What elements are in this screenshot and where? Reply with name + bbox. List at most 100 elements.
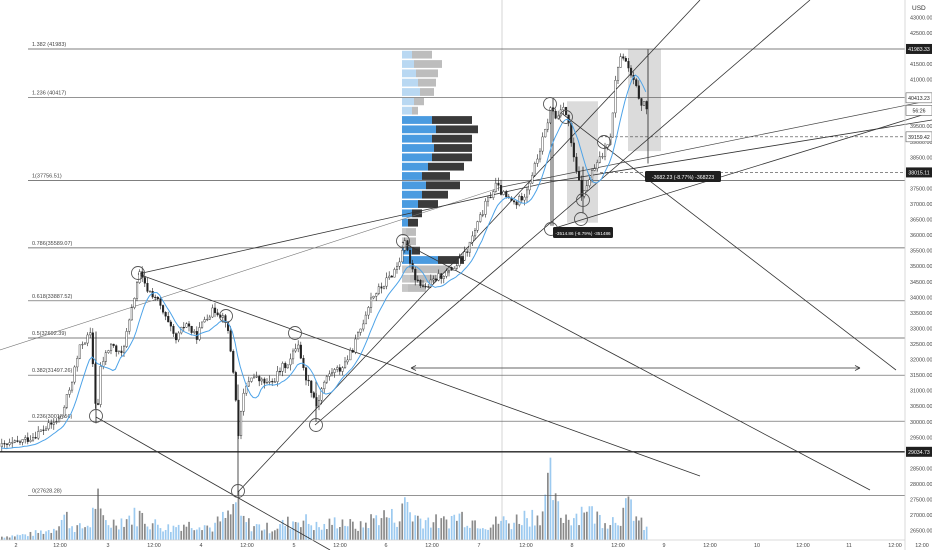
- candle-body: [120, 350, 123, 353]
- trend-line[interactable]: [599, 439, 701, 477]
- price-axis-tick-label: 34000.00: [910, 295, 932, 301]
- measure-box: [628, 48, 661, 152]
- price-axis-tick-label: 37500.00: [910, 186, 932, 192]
- candle-body: [479, 214, 482, 222]
- candle-body: [91, 332, 94, 365]
- trend-line[interactable]: [501, 99, 932, 188]
- candle-body: [21, 439, 24, 443]
- volume-bar: [601, 528, 604, 540]
- volume-bar: [255, 524, 258, 540]
- volume-bar: [107, 525, 110, 540]
- candle-body: [143, 277, 146, 284]
- time-axis-tick-label: 12:00: [425, 543, 439, 549]
- volume-bar: [84, 527, 86, 540]
- volume-bar: [388, 517, 391, 540]
- volume-profile-down-bar: [412, 246, 420, 255]
- volume-bar: [385, 517, 388, 540]
- time-axis-tick-label: 5: [293, 543, 296, 549]
- volume-bar: [118, 529, 120, 540]
- candle-body: [627, 61, 630, 69]
- candle-body: [161, 305, 165, 313]
- candle-body: [476, 221, 479, 231]
- volume-bar: [404, 497, 406, 540]
- volume-bar: [253, 526, 255, 540]
- candle-body: [232, 351, 235, 373]
- candles-layer: [0, 53, 648, 496]
- volume-bar: [138, 510, 141, 540]
- volume-bar: [68, 528, 71, 540]
- volume-bar: [437, 527, 440, 540]
- candle-body: [206, 318, 209, 321]
- trend-line[interactable]: [549, 119, 932, 183]
- volume-bar: [16, 534, 19, 540]
- candle-body: [601, 156, 604, 158]
- candle-body: [401, 250, 404, 263]
- candle-body: [73, 366, 76, 383]
- volume-bar: [391, 508, 393, 540]
- price-tag-box: [905, 131, 932, 143]
- volume-bar: [71, 526, 73, 540]
- volume-bar: [261, 530, 263, 540]
- volume-bar: [349, 519, 352, 540]
- candle-body: [349, 350, 352, 361]
- candle-body: [47, 422, 50, 430]
- trend-line[interactable]: [137, 273, 601, 441]
- candle-body: [96, 403, 100, 405]
- trend-line[interactable]: [554, 111, 932, 229]
- candle-body: [286, 364, 289, 369]
- volume-bar: [331, 524, 333, 540]
- candle-body: [494, 182, 497, 192]
- candle-body: [471, 235, 474, 243]
- volume-bar: [526, 518, 528, 540]
- volume-bar: [544, 494, 547, 540]
- volume-profile-down-bar: [432, 116, 472, 124]
- volume-bar: [448, 528, 450, 540]
- trend-line[interactable]: [559, 111, 897, 371]
- candle-body: [390, 275, 393, 278]
- volume-bar: [206, 525, 209, 540]
- volume-profile-up-bar: [402, 125, 436, 134]
- volume-bar: [614, 522, 617, 540]
- candle-body: [26, 437, 29, 442]
- candle-body: [24, 437, 27, 440]
- volume-bar: [305, 514, 307, 540]
- volume-bar: [625, 498, 627, 540]
- trend-line[interactable]: [314, 0, 811, 426]
- trend-line[interactable]: [0, 186, 503, 351]
- candle-body: [377, 286, 380, 294]
- trend-line[interactable]: [137, 181, 551, 275]
- volume-bar: [294, 522, 297, 540]
- volume-bar: [560, 517, 562, 540]
- volume-bar: [21, 534, 24, 540]
- volume-profile-up-bar: [402, 190, 422, 199]
- volume-profile-down-bar: [416, 69, 438, 78]
- volume-bar: [640, 517, 643, 540]
- trend-line[interactable]: [95, 416, 331, 551]
- volume-bar: [339, 527, 341, 540]
- time-axis-tick-label: 12:00: [703, 543, 717, 549]
- volume-bar: [445, 519, 448, 540]
- time-axis-tick-label: 7: [478, 543, 481, 549]
- candle-body: [453, 268, 456, 271]
- candle-body: [86, 334, 89, 344]
- volume-bar: [492, 524, 495, 540]
- candle-body: [318, 400, 321, 407]
- candle-body: [635, 79, 638, 86]
- candle-body: [312, 392, 315, 398]
- candle-body: [380, 286, 383, 289]
- volume-bar: [235, 502, 237, 540]
- volume-bar: [37, 532, 40, 540]
- candle-body: [292, 350, 295, 360]
- candle-body: [344, 361, 347, 368]
- volume-bar: [643, 530, 645, 540]
- volume-profile-down-bar: [410, 274, 436, 283]
- volume-bar: [341, 519, 344, 540]
- volume-bar: [443, 516, 445, 540]
- candle-body: [520, 196, 523, 201]
- trend-line[interactable]: [401, 241, 871, 491]
- volume-bar: [518, 523, 521, 540]
- volume-bar: [86, 525, 89, 540]
- candle-body: [273, 381, 276, 383]
